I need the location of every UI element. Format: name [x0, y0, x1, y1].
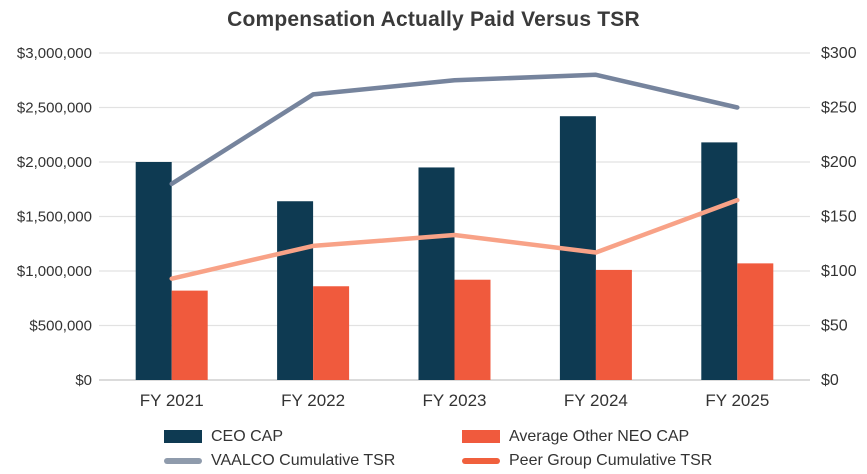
bar-ceo-cap-fy-2025 — [701, 142, 738, 380]
legend-item-peer-tsr: Peer Group Cumulative TSR — [462, 449, 804, 472]
left-axis-tick: $2,500,000 — [17, 100, 92, 117]
x-axis-label-fy-2024: FY 2024 — [564, 391, 628, 410]
left-axis-tick: $0 — [75, 372, 92, 389]
x-axis-label-fy-2021: FY 2021 — [140, 391, 204, 410]
legend: CEO CAP VAALCO Cumulative TSR Average Ot… — [164, 425, 804, 472]
right-axis-tick: $100 — [821, 263, 857, 280]
line-peer-group-cumulative-tsr — [169, 197, 740, 281]
line-vaalco-cumulative-tsr — [169, 72, 740, 187]
right-axis-tick: $200 — [821, 154, 857, 171]
right-axis-tick: $250 — [821, 100, 857, 117]
left-axis-tick: $1,500,000 — [17, 209, 92, 226]
legend-label-peer-tsr: Peer Group Cumulative TSR — [509, 451, 713, 469]
bar-average-other-neo-cap-fy-2023 — [454, 279, 491, 380]
bar-swatch-icon — [164, 430, 202, 443]
bar-ceo-cap-fy-2023 — [418, 167, 455, 380]
legend-item-neo-cap: Average Other NEO CAP — [462, 425, 804, 448]
bar-average-other-neo-cap-fy-2025 — [737, 263, 774, 380]
right-axis-tick: $50 — [821, 318, 848, 335]
legend-label-neo-cap: Average Other NEO CAP — [509, 427, 690, 445]
right-axis-tick: $150 — [821, 209, 857, 226]
x-axis-label-fy-2023: FY 2023 — [423, 391, 487, 410]
bar-ceo-cap-fy-2022 — [277, 201, 314, 380]
right-axis-tick: $0 — [821, 372, 839, 389]
bar-average-other-neo-cap-fy-2021 — [171, 290, 208, 380]
x-axis-label-fy-2022: FY 2022 — [281, 391, 345, 410]
left-axis-tick: $3,000,000 — [17, 45, 92, 62]
legend-item-ceo-cap: CEO CAP — [164, 425, 462, 448]
legend-label-ceo-cap: CEO CAP — [211, 427, 284, 445]
chart-title: Compensation Actually Paid Versus TSR — [227, 8, 640, 31]
bar-average-other-neo-cap-fy-2024 — [595, 269, 632, 380]
left-axis-tick: $1,000,000 — [17, 263, 92, 280]
legend-label-vaalco-tsr: VAALCO Cumulative TSR — [211, 451, 396, 469]
left-axis-tick: $500,000 — [29, 318, 92, 335]
bar-average-other-neo-cap-fy-2022 — [313, 286, 350, 380]
bar-swatch-icon — [462, 430, 500, 443]
left-axis-tick: $2,000,000 — [17, 154, 92, 171]
line-swatch-icon — [462, 457, 500, 464]
line-swatch-icon — [164, 457, 202, 464]
x-axis-label-fy-2025: FY 2025 — [705, 391, 769, 410]
right-axis-tick: $300 — [821, 45, 857, 62]
bar-ceo-cap-fy-2021 — [135, 162, 172, 380]
legend-item-vaalco-tsr: VAALCO Cumulative TSR — [164, 449, 462, 472]
